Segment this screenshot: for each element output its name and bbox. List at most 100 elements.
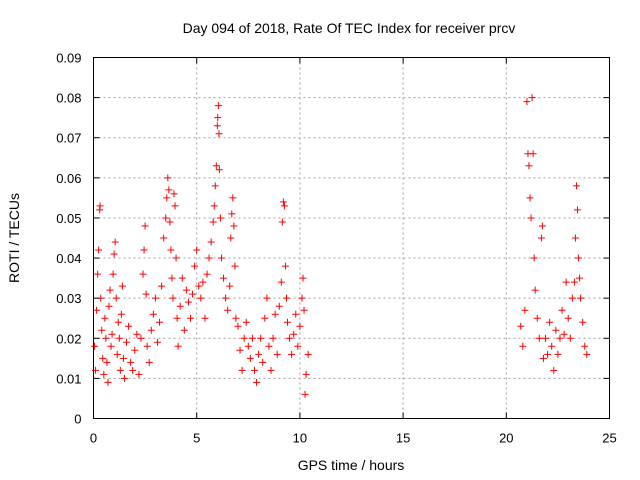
data-points [91,94,591,398]
data-point [142,290,150,298]
data-point [525,162,533,170]
data-point [115,334,123,342]
data-point [250,366,258,374]
y-tick-label: 0.08 [56,91,81,106]
data-point [173,314,181,322]
data-point [201,314,209,322]
data-point [176,302,184,310]
data-point [167,246,175,254]
data-point [110,250,118,258]
y-tick-label: 0.02 [56,331,81,346]
y-tick-label: 0.04 [56,251,81,266]
data-point [290,330,298,338]
data-point [96,202,104,210]
data-point [106,286,114,294]
data-point [135,370,143,378]
data-point [288,350,296,358]
data-point [216,214,224,222]
data-point [91,342,99,350]
data-point [93,306,101,314]
data-point [583,350,591,358]
x-tick-label: 15 [396,431,410,446]
data-point [111,238,119,246]
data-point [182,286,190,294]
data-point [117,310,125,318]
data-point [210,202,218,210]
data-point [168,274,176,282]
data-point [215,166,223,174]
data-point [304,350,312,358]
data-point [577,294,585,302]
data-point [529,150,537,158]
chart-title: Day 094 of 2018, Rate Of TEC Index for r… [183,20,516,36]
data-point [226,282,234,290]
data-point [156,318,164,326]
data-point [236,346,244,354]
data-point [253,378,261,386]
data-point [292,310,300,318]
data-point [220,274,228,282]
data-point [544,350,552,358]
data-point [277,278,285,286]
data-point [211,182,219,190]
data-point [171,202,179,210]
data-point [203,270,211,278]
data-point [278,218,286,226]
data-point [123,338,131,346]
data-point [560,330,568,338]
data-point [519,342,527,350]
y-axis-title: ROTI / TECUs [6,193,22,283]
data-point [116,366,124,374]
data-point [240,334,248,342]
data-point [109,270,117,278]
data-point [228,210,236,218]
data-point [178,274,186,282]
data-point [212,162,220,170]
data-point [273,350,281,358]
data-point [550,366,558,374]
plot-frame [93,57,610,419]
data-point [119,354,127,362]
data-point [222,294,230,302]
data-point [568,294,576,302]
y-tick-labels: 0 0.01 0.02 0.03 0.04 0.05 0.06 0.07 0.08 0.09 [56,51,81,427]
x-tick-label: 25 [602,431,616,446]
data-point [234,322,242,330]
x-axis-title: GPS time / hours [298,457,405,473]
data-point [133,330,141,338]
data-point [127,358,135,366]
data-point [165,186,173,194]
x-tick-labels: 0 5 10 15 20 25 [90,431,617,446]
y-tick-label: 0.03 [56,291,81,306]
data-point [301,390,309,398]
data-point [169,294,177,302]
data-point [558,306,566,314]
data-point [103,358,111,366]
data-point [552,326,560,334]
data-point [153,338,161,346]
data-point [199,278,207,286]
data-point [209,218,217,226]
data-point [556,334,564,342]
y-tick-label: 0.06 [56,171,81,186]
data-point [164,174,172,182]
data-point [120,374,128,382]
data-point [300,306,308,314]
data-point [521,306,529,314]
data-point [104,378,112,386]
data-point [149,310,157,318]
x-tick-label: 10 [293,431,307,446]
data-point [118,282,126,290]
data-point [114,318,122,326]
data-point [147,326,155,334]
data-point [261,314,269,322]
data-point [263,294,271,302]
data-point [145,358,153,366]
data-point [141,222,149,230]
data-point [281,262,289,270]
data-point [275,302,283,310]
data-point [229,194,237,202]
data-point [248,334,256,342]
data-point [533,314,541,322]
data-point [528,94,536,102]
